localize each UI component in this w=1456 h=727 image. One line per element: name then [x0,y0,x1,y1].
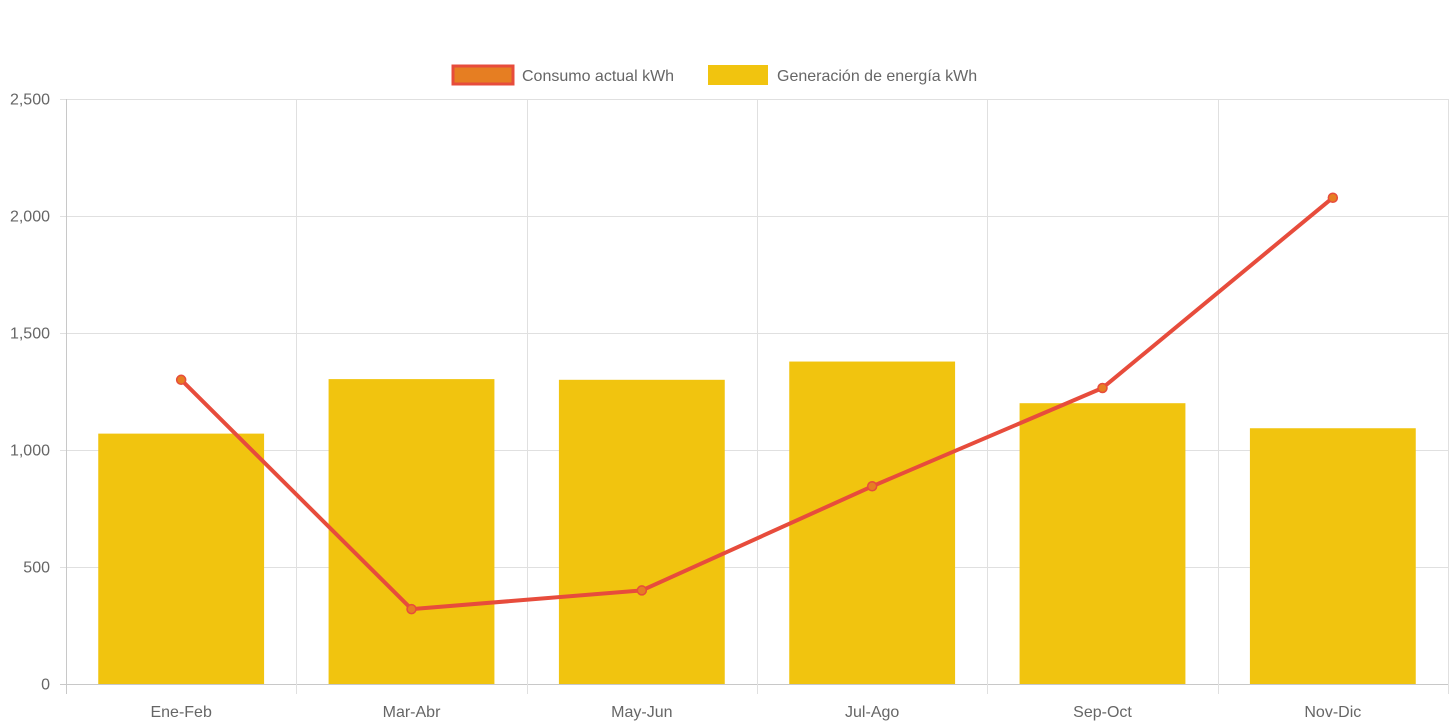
bar-ene-feb [98,433,265,684]
line-point-ene-feb [175,374,187,386]
grid-lines [60,99,1449,694]
y-tick-label: 1,000 [10,443,50,460]
line-point-jul-ago [866,481,878,492]
line-series [175,192,1339,615]
x-tick-label: Jul-Ago [845,704,899,721]
line-point-may-jun [636,585,648,596]
y-tick-label: 2,000 [10,209,50,226]
x-tick-label: Mar-Abr [383,704,441,721]
y-tick-label: 500 [23,560,50,577]
x-tick-label: Sep-Oct [1073,704,1132,721]
legend-label-line: Consumo actual kWh [522,68,674,85]
bar-mar-abr [328,379,495,684]
legend-label-bar: Generación de energía kWh [777,68,977,85]
line-point-sep-oct [1097,382,1108,394]
bar-series [98,361,1416,684]
x-tick-label: Ene-Feb [150,704,211,721]
legend: Consumo actual kWh Generación de energía … [451,64,977,86]
y-tick-label: 2,500 [10,92,50,109]
line-point-mar-abr [406,603,417,615]
x-tick-label: Nov-Dic [1304,704,1361,721]
y-tick-label: 0 [41,677,50,694]
legend-swatch-bar [708,65,768,85]
bar-nov-dic [1249,428,1416,684]
legend-swatch-line [451,64,515,86]
line-point-nov-dic [1327,192,1339,203]
bar-may-jun [558,379,725,684]
y-tick-label: 1,500 [10,326,50,343]
bar-sep-oct [1019,403,1186,684]
bar-jul-ago [789,361,956,684]
axes: 0 500 1,000 1,500 2,000 2,500 Ene-Feb Mar-Abr Ma… [10,92,1361,722]
consumo-line [179,195,1335,612]
x-tick-label: May-Jun [611,704,672,721]
